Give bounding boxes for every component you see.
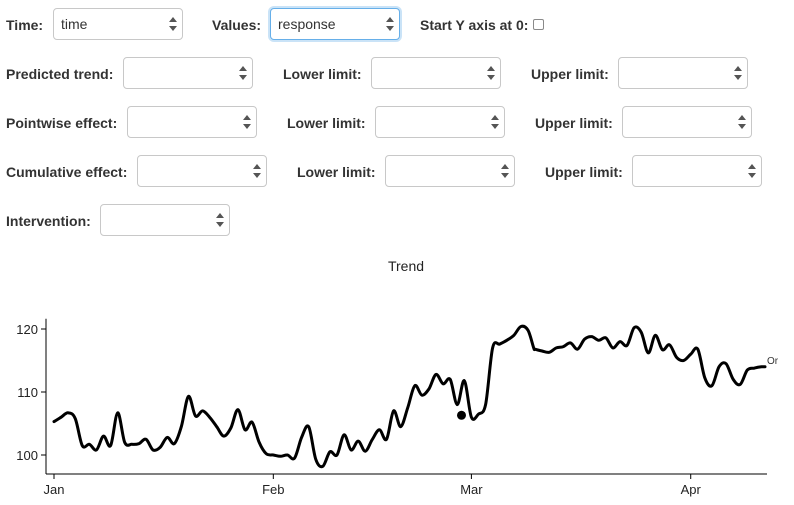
cumulative-effect-select[interactable] (137, 155, 267, 187)
x-tick-label: Mar (460, 482, 483, 497)
predicted-lower-limit-label: Lower limit: (283, 66, 362, 82)
y-tick-label: 110 (17, 385, 38, 400)
y-axis: 100 110 120 (16, 318, 47, 474)
select-arrows-icon (748, 164, 756, 178)
trend-chart: Trend 100 110 120 Jan Feb Mar Apr Or (16, 258, 779, 497)
intervention-select[interactable] (100, 204, 230, 236)
select-arrows-icon (243, 115, 251, 129)
select-arrows-icon (501, 164, 509, 178)
select-arrows-icon (487, 66, 495, 80)
pointwise-upper-limit-select[interactable] (622, 106, 752, 138)
select-arrows-icon (386, 17, 394, 31)
pointwise-upper-limit-label: Upper limit: (535, 115, 613, 131)
start-y-axis-label: Start Y axis at 0: (420, 17, 529, 33)
select-arrows-icon (216, 213, 224, 227)
cumulative-upper-limit-label: Upper limit: (545, 164, 623, 180)
x-tick-label: Apr (681, 482, 702, 497)
x-tick-label: Feb (262, 482, 284, 497)
legend-text: Or (767, 356, 779, 367)
y-tick-label: 120 (16, 322, 38, 337)
pointwise-lower-limit-label: Lower limit: (287, 115, 366, 131)
values-select[interactable]: response (270, 8, 400, 40)
select-arrows-icon (253, 164, 261, 178)
start-y-axis-checkbox[interactable] (533, 19, 544, 30)
select-arrows-icon (491, 115, 499, 129)
predicted-upper-limit-label: Upper limit: (531, 66, 609, 82)
x-axis: Jan Feb Mar Apr (44, 473, 767, 497)
values-select-value: response (278, 16, 336, 32)
intervention-label: Intervention: (6, 213, 91, 229)
predicted-trend-select[interactable] (123, 57, 253, 89)
trend-series-line (52, 324, 767, 469)
cumulative-upper-limit-select[interactable] (632, 155, 762, 187)
predicted-lower-limit-select[interactable] (371, 57, 501, 89)
cumulative-lower-limit-select[interactable] (385, 155, 515, 187)
predicted-upper-limit-select[interactable] (618, 57, 748, 89)
time-select[interactable]: time (53, 8, 183, 40)
time-select-value: time (61, 16, 88, 32)
pointwise-effect-label: Pointwise effect: (6, 115, 118, 131)
intervention-marker-point (456, 410, 466, 420)
x-tick-label: Jan (44, 482, 65, 497)
chart-title: Trend (388, 258, 424, 274)
pointwise-lower-limit-select[interactable] (375, 106, 505, 138)
select-arrows-icon (169, 17, 177, 31)
time-label: Time: (6, 17, 44, 33)
cumulative-effect-label: Cumulative effect: (6, 164, 128, 180)
select-arrows-icon (734, 66, 742, 80)
y-tick-label: 100 (16, 448, 38, 463)
select-arrows-icon (239, 66, 247, 80)
predicted-trend-label: Predicted trend: (6, 66, 114, 82)
values-label: Values: (212, 17, 262, 33)
pointwise-effect-select[interactable] (127, 106, 257, 138)
select-arrows-icon (738, 115, 746, 129)
cumulative-lower-limit-label: Lower limit: (297, 164, 376, 180)
